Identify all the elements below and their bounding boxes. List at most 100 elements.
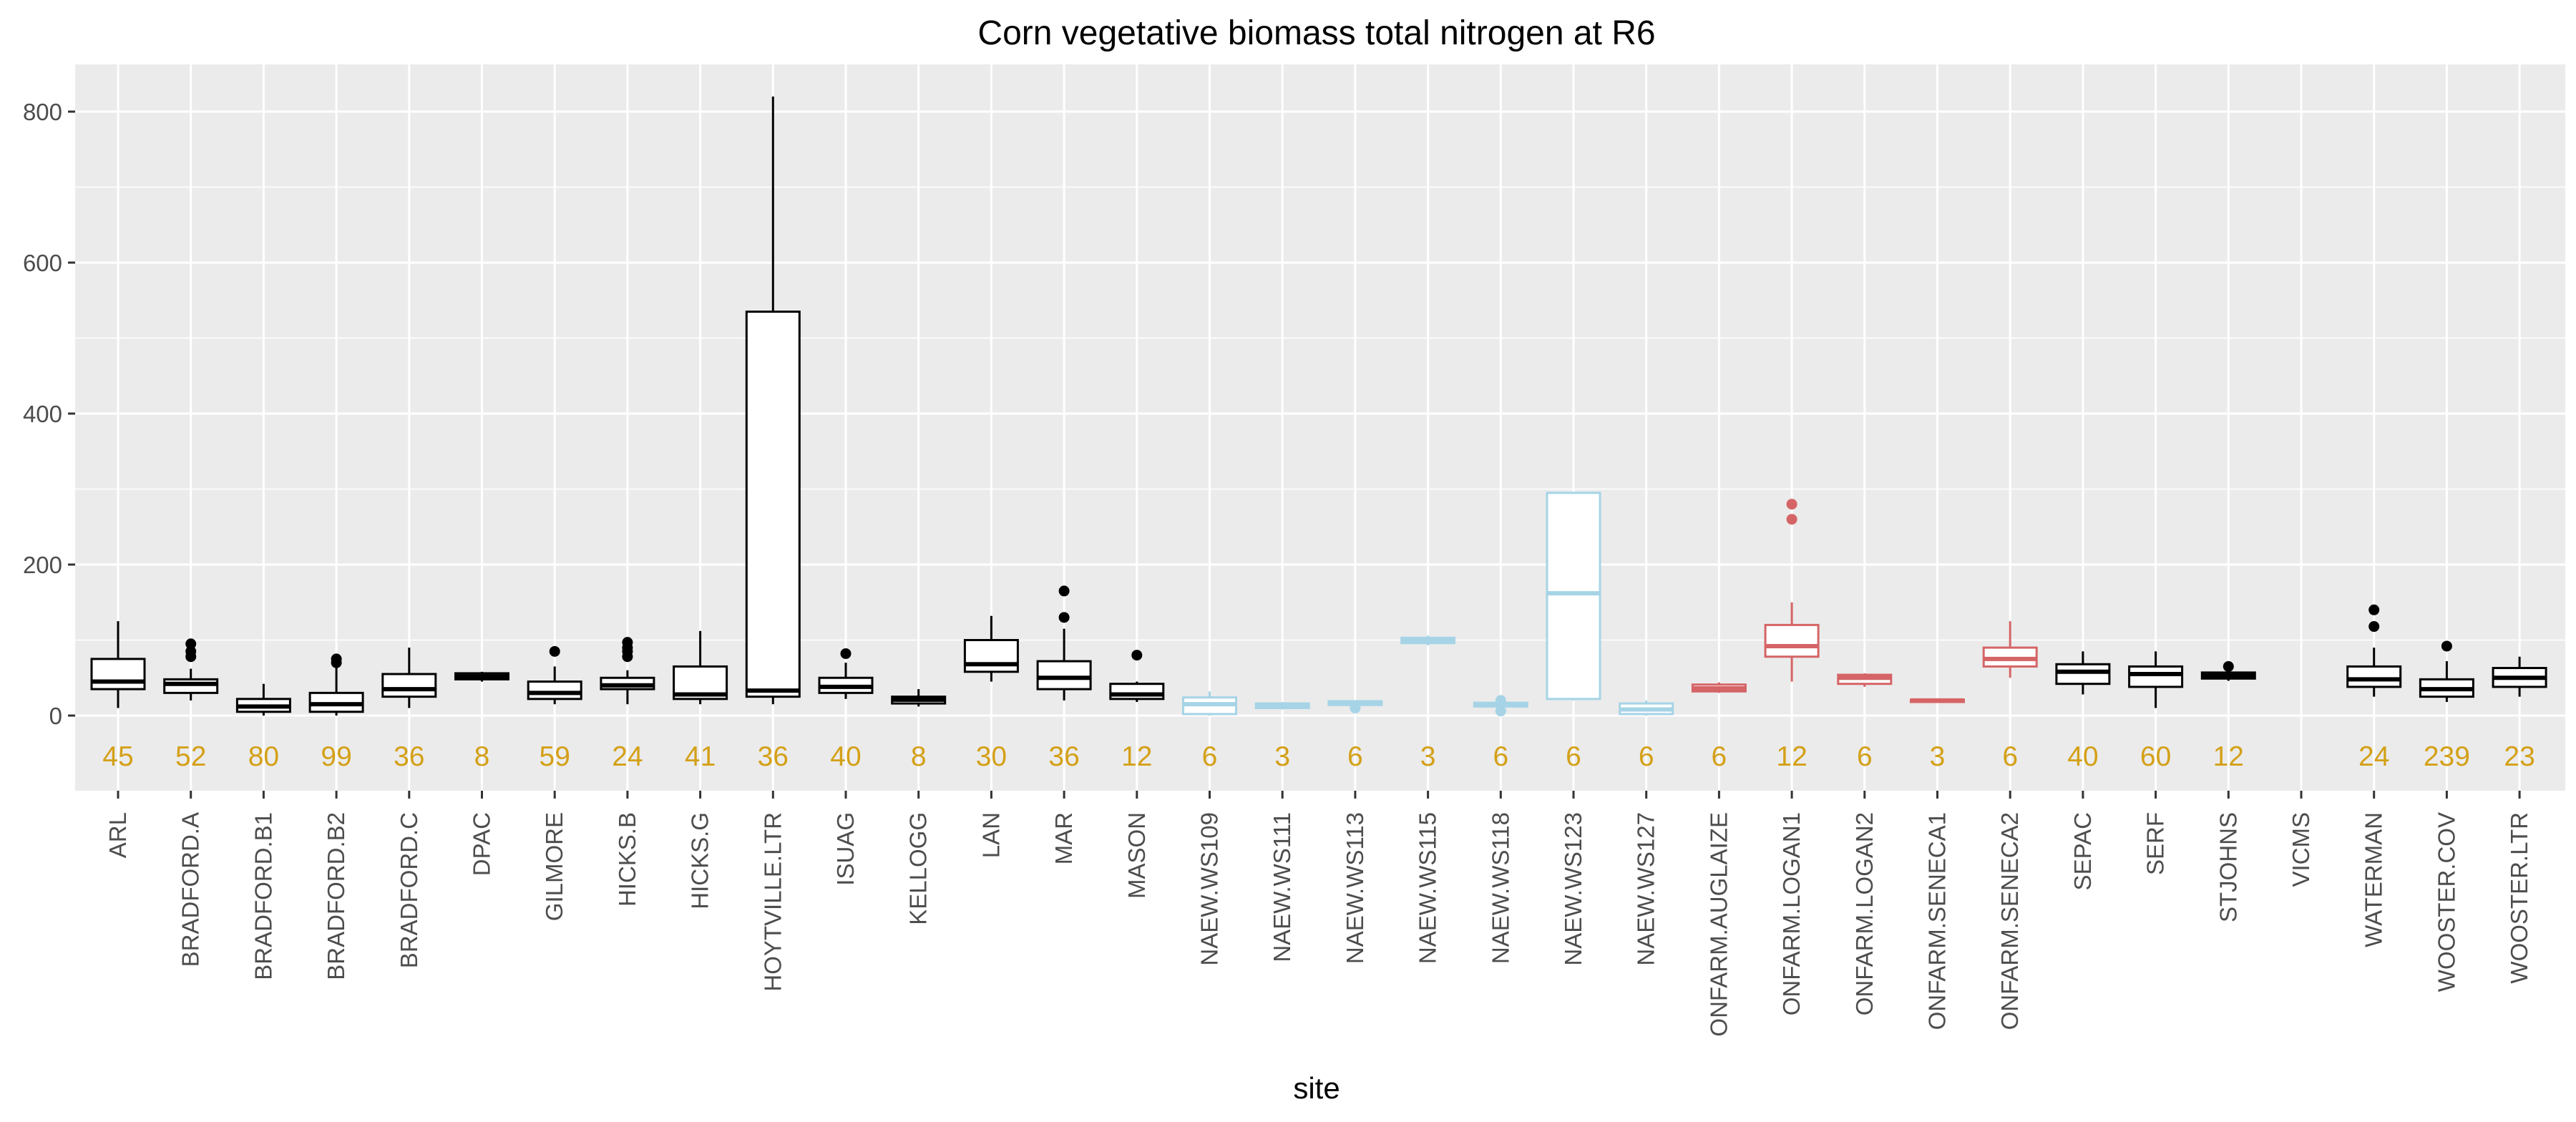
iqr-box: [527, 680, 582, 701]
x-tick-label: BRADFORD.A: [177, 812, 204, 967]
outlier-point: [549, 645, 560, 657]
count-label: 59: [540, 741, 570, 772]
count-label: 24: [2358, 741, 2389, 772]
count-label: 6: [1202, 741, 1218, 772]
count-label: 24: [612, 741, 643, 772]
count-label: 36: [1048, 741, 1079, 772]
count-label: 41: [685, 741, 716, 772]
iqr-box: [1764, 623, 1820, 658]
x-tick-label: DPAC: [469, 812, 495, 876]
x-tick-label: MASON: [1123, 812, 1150, 899]
outlier-point: [1058, 585, 1070, 597]
box-hicks-g: [673, 630, 728, 705]
outlier-point: [1786, 514, 1797, 525]
outlier-point: [1495, 706, 1506, 717]
outlier-point: [185, 638, 197, 650]
count-label: 36: [758, 741, 789, 772]
count-label-layer: 45 52 80 99 36 8 59 24 41 36 40 8 30 36 12 6 3 6 3 6 6 6 6 12 6 3…: [102, 741, 2534, 772]
outlier-point: [2223, 660, 2234, 672]
count-label: 6: [1639, 741, 1654, 772]
count-label: 36: [394, 741, 424, 772]
count-label: 6: [2002, 741, 2018, 772]
count-label: 6: [1347, 741, 1363, 772]
x-tick-label: ONFARM.AUGLAIZE: [1705, 812, 1732, 1037]
iqr-box: [2128, 665, 2184, 688]
iqr-box: [2055, 663, 2111, 686]
box-isuag: [818, 648, 874, 699]
x-tick-label: BRADFORD.B1: [250, 812, 276, 980]
outlier-point: [2368, 604, 2380, 615]
count-label: 60: [2140, 741, 2171, 772]
x-tick-label: NAEW.WS127: [1633, 812, 1659, 966]
count-label: 12: [2213, 741, 2244, 772]
box-bradford-b2: [308, 653, 364, 716]
outlier-point: [1131, 650, 1143, 661]
x-axis-title: site: [1293, 1071, 1340, 1105]
x-tick-label: NAEW.WS115: [1415, 812, 1441, 964]
box-onfarm-seneca2: [1982, 621, 2038, 678]
iqr-box: [1036, 660, 1092, 691]
box-gilmore: [527, 645, 582, 705]
y-tick-label: 600: [23, 250, 62, 276]
x-tick-label: MAR: [1050, 812, 1077, 864]
x-tick-label: BRADFORD.C: [396, 812, 422, 968]
box-naew-ws123: [1546, 492, 1601, 701]
x-tick-label: ONFARM.SENECA1: [1924, 812, 1951, 1030]
box-naew-ws118: [1473, 695, 1528, 717]
x-tick-label: STJOHNS: [2215, 812, 2241, 922]
count-label: 40: [2067, 741, 2098, 772]
iqr-box: [1546, 492, 1601, 701]
x-tick-label: SERF: [2142, 812, 2169, 875]
box-lan: [963, 615, 1019, 682]
x-tick-label: NAEW.WS113: [1342, 812, 1368, 964]
count-label: 45: [102, 741, 133, 772]
x-tick-label: ONFARM.LOGAN2: [1851, 812, 1878, 1015]
box-onfarm-auglaize: [1691, 682, 1747, 693]
outlier-point: [331, 653, 342, 665]
x-tick-label: NAEW.WS118: [1487, 812, 1513, 964]
box-stjohns: [2200, 660, 2256, 681]
plot-panel: [75, 64, 2565, 791]
count-label: 80: [248, 741, 279, 772]
count-label: 6: [1857, 741, 1873, 772]
box-wooster-cov: [2419, 640, 2474, 703]
x-tick-label: WATERMAN: [2361, 812, 2387, 947]
count-label: 12: [1776, 741, 1807, 772]
count-label: 52: [175, 741, 206, 772]
box-mason: [1109, 650, 1165, 703]
box-arl: [90, 621, 146, 708]
x-tick-label: GILMORE: [541, 812, 567, 921]
box-naew-ws113: [1327, 700, 1383, 713]
count-label: 3: [1930, 741, 1946, 772]
y-tick-label: 0: [49, 703, 62, 729]
iqr-box: [90, 658, 146, 691]
x-tick-label: HICKS.B: [614, 812, 640, 907]
outlier-point: [622, 637, 633, 648]
iqr-box: [2346, 665, 2402, 688]
box-naew-ws127: [1619, 700, 1674, 716]
outlier-point: [1058, 612, 1070, 623]
x-tick-label: WOOSTER.COV: [2433, 812, 2459, 992]
y-axis: 0 200 400 600 800: [23, 99, 75, 729]
iqr-box: [381, 673, 437, 698]
outlier-point: [840, 648, 852, 659]
box-hicks-b: [600, 637, 655, 705]
count-label: 40: [830, 741, 861, 772]
box-kellogg: [891, 689, 947, 707]
count-label: 6: [1712, 741, 1727, 772]
box-bradford-a: [163, 638, 219, 701]
count-label: 6: [1493, 741, 1508, 772]
x-tick-label: ARL: [104, 812, 131, 858]
box-serf: [2128, 651, 2184, 708]
count-label: 30: [976, 741, 1007, 772]
count-label: 8: [911, 741, 927, 772]
box-mar: [1036, 585, 1092, 701]
box-waterman: [2346, 604, 2402, 697]
box-wooster-ltr: [2492, 656, 2547, 697]
count-label: 8: [474, 741, 490, 772]
box-layer: [90, 96, 2547, 717]
x-tick-label: LAN: [977, 812, 1004, 858]
x-tick-label: HOYTVILLE.LTR: [759, 812, 786, 992]
x-tick-label: HICKS.G: [687, 812, 713, 909]
